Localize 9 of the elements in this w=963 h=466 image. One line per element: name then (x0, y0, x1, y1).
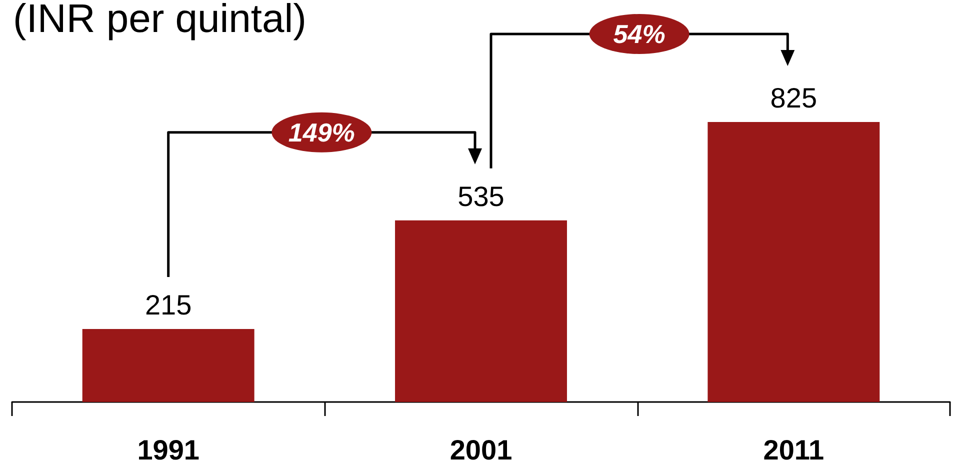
chart-title: (INR per quintal) (13, 0, 306, 41)
x-tick-label: 1991 (137, 434, 200, 466)
x-tick-label: 2011 (763, 434, 824, 466)
x-tick-label: 2001 (450, 434, 512, 466)
annotation: 149% (288, 117, 355, 148)
data-label: 825 (770, 82, 818, 114)
text: 54% (613, 19, 666, 49)
data-label: 215 (144, 290, 192, 321)
data-label: 535 (458, 180, 504, 212)
